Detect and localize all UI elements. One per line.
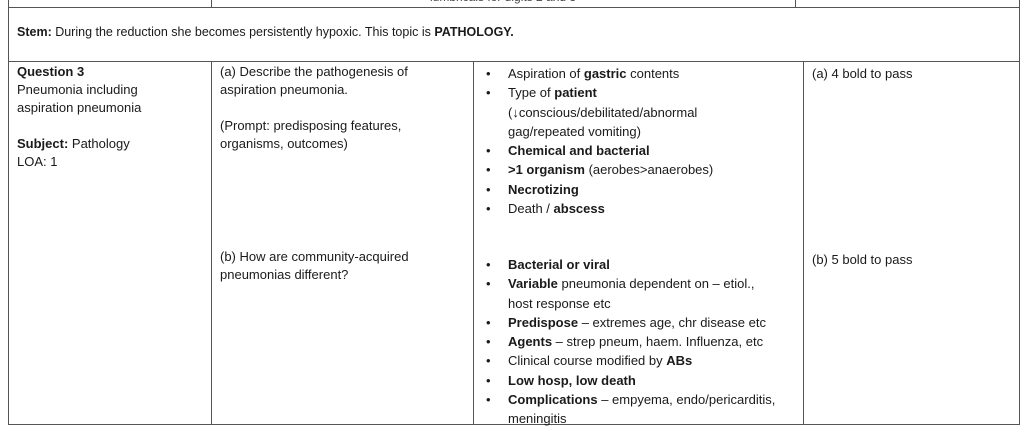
stem-row: Stem: During the reduction she becomes p… bbox=[8, 7, 1020, 62]
stem-text: Stem: During the reduction she becomes p… bbox=[17, 25, 514, 39]
answer-bullet: Bacterial or viral bbox=[474, 255, 798, 275]
subject-value: Pathology bbox=[68, 136, 130, 151]
model-answers-cell: Aspiration of gastric contents Type of p… bbox=[473, 61, 804, 426]
part-a-prompt: organisms, outcomes) bbox=[220, 136, 348, 151]
question-prompts-cell: (a) Describe the pathogenesis of aspirat… bbox=[211, 61, 474, 424]
answer-bullet: Predispose – extremes age, chr disease e… bbox=[474, 313, 798, 333]
part-a-prompt: (Prompt: predisposing features, bbox=[220, 118, 402, 133]
column-divider bbox=[211, 0, 212, 7]
stem-topic: PATHOLOGY. bbox=[434, 25, 514, 39]
part-b-question: pneumonias different? bbox=[220, 267, 349, 282]
answer-bullet: Variable pneumonia dependent on – etiol.… bbox=[474, 274, 798, 313]
part-b-pass: (b) 5 bold to pass bbox=[812, 252, 913, 267]
answer-bullet: Clinical course modified by ABs bbox=[474, 351, 798, 371]
part-a-answers: Aspiration of gastric contents Type of p… bbox=[474, 64, 798, 219]
subject-line: Subject: Pathology bbox=[17, 135, 207, 153]
stem-label: Stem: bbox=[17, 25, 52, 39]
part-b-answers: Bacterial or viral Variable pneumonia de… bbox=[474, 255, 798, 429]
answer-bullet: Type of patient(↓conscious/debilitated/a… bbox=[474, 83, 798, 141]
pass-criteria-cell: (a) 4 bold to pass (b) 5 bold to pass bbox=[803, 61, 1020, 424]
question-title: Question 3 bbox=[17, 64, 85, 79]
part-a-question: aspiration pneumonia. bbox=[220, 82, 348, 97]
answer-bullet: Low hosp, low death bbox=[474, 371, 798, 391]
question-table: Question 3 Pneumonia including aspiratio… bbox=[8, 61, 1020, 426]
loa-line: LOA: 1 bbox=[17, 154, 58, 169]
answer-bullet: Chemical and bacterial bbox=[474, 141, 798, 161]
column-divider bbox=[795, 0, 796, 7]
answer-bullet: Complications – empyema, endo/pericardit… bbox=[474, 390, 798, 429]
part-b-question: (b) How are community-acquired bbox=[220, 249, 409, 264]
stem-body: During the reduction she becomes persist… bbox=[51, 25, 435, 39]
subject-label: Subject: bbox=[17, 136, 69, 151]
cut-off-text: lumbricals for digits 2 and 3 bbox=[430, 0, 576, 4]
answer-bullet: >1 organism (aerobes>anaerobes) bbox=[474, 160, 798, 180]
question-info-cell: Question 3 Pneumonia including aspiratio… bbox=[9, 61, 211, 424]
answer-bullet: Agents – strep pneum, haem. Influenza, e… bbox=[474, 332, 798, 352]
topic-line: aspiration pneumonia bbox=[17, 100, 142, 115]
previous-row-fragment: lumbricals for digits 2 and 3 bbox=[8, 0, 1020, 8]
part-a-pass: (a) 4 bold to pass bbox=[812, 66, 913, 81]
answer-bullet: Necrotizing bbox=[474, 180, 798, 200]
answer-bullet: Aspiration of gastric contents bbox=[474, 64, 798, 84]
topic-line: Pneumonia including bbox=[17, 82, 138, 97]
answer-bullet: Death / abscess bbox=[474, 199, 798, 219]
part-a-question: (a) Describe the pathogenesis of bbox=[220, 64, 408, 79]
